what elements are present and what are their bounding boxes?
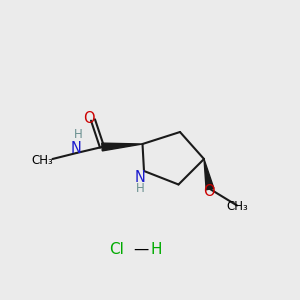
Text: H: H (74, 128, 83, 141)
Text: Cl: Cl (110, 242, 124, 256)
Text: O: O (84, 111, 95, 126)
Polygon shape (204, 159, 214, 190)
Text: N: N (135, 170, 146, 185)
Text: CH₃: CH₃ (226, 200, 248, 214)
Text: CH₃: CH₃ (31, 154, 53, 167)
Text: H: H (150, 242, 162, 256)
Text: O: O (203, 184, 214, 200)
Text: N: N (71, 141, 82, 156)
Text: —: — (133, 242, 148, 257)
Polygon shape (102, 143, 142, 151)
Text: H: H (136, 182, 145, 195)
